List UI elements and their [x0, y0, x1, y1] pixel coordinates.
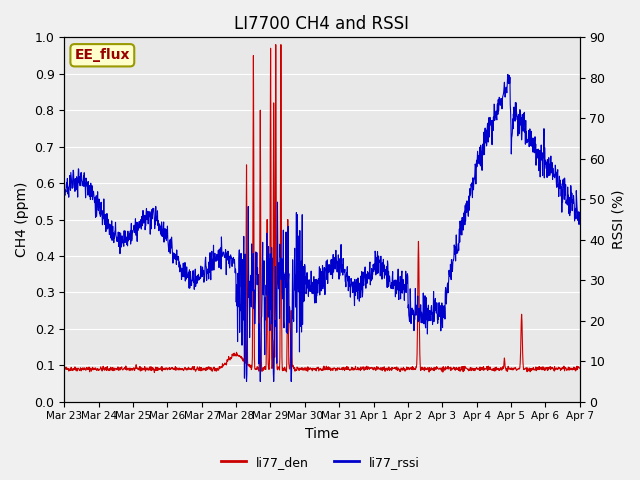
- li77_rssi: [504, 72, 512, 77]
- li77_den: [291, 365, 298, 371]
- li77_den: [300, 366, 307, 372]
- li77_rssi: [576, 214, 584, 220]
- li77_rssi: [122, 228, 129, 234]
- Y-axis label: RSSI (%): RSSI (%): [611, 190, 625, 249]
- Y-axis label: CH4 (ppm): CH4 (ppm): [15, 182, 29, 257]
- li77_den: [272, 42, 280, 48]
- li77_rssi: [290, 285, 298, 291]
- Line: li77_rssi: li77_rssi: [64, 74, 580, 382]
- li77_den: [60, 365, 68, 371]
- li77_den: [122, 364, 129, 370]
- li77_rssi: [280, 227, 287, 233]
- li77_rssi: [354, 275, 362, 281]
- li77_den: [100, 366, 108, 372]
- li77_rssi: [243, 379, 250, 384]
- Text: EE_flux: EE_flux: [75, 48, 130, 62]
- X-axis label: Time: Time: [305, 427, 339, 441]
- li77_rssi: [100, 215, 108, 220]
- Legend: li77_den, li77_rssi: li77_den, li77_rssi: [216, 451, 424, 474]
- Line: li77_den: li77_den: [64, 45, 580, 372]
- Title: LI7700 CH4 and RSSI: LI7700 CH4 and RSSI: [234, 15, 410, 33]
- li77_rssi: [60, 183, 68, 189]
- li77_den: [150, 370, 158, 375]
- li77_rssi: [300, 299, 307, 305]
- li77_den: [355, 367, 362, 372]
- li77_den: [576, 365, 584, 371]
- li77_den: [280, 368, 287, 373]
